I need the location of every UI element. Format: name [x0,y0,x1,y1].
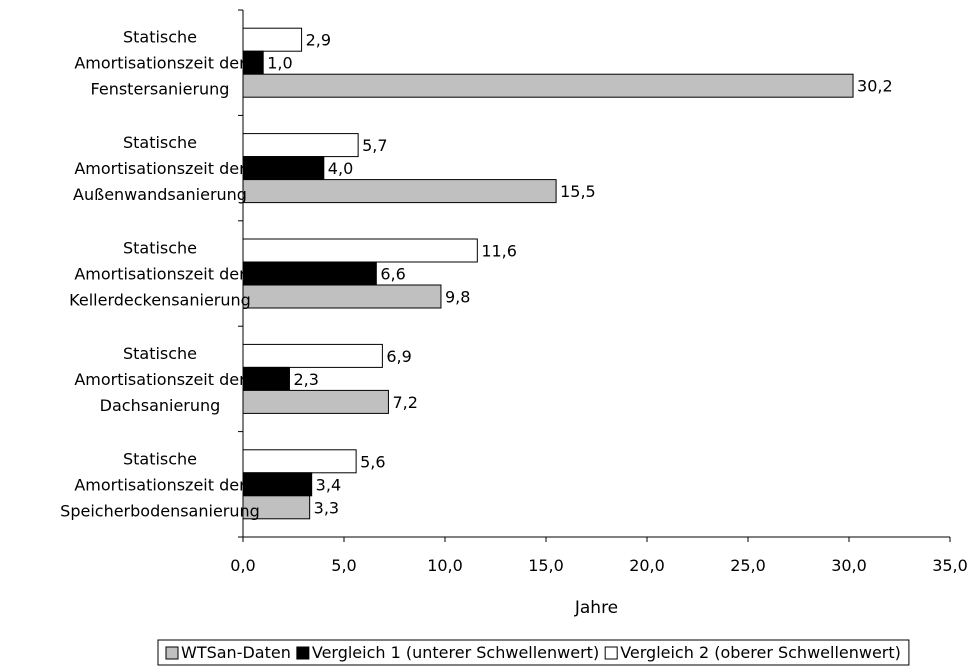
x-tick-label: 20,0 [629,556,665,575]
legend-entry: WTSan-Daten [181,643,291,662]
category-label: Statische [123,344,197,363]
data-label: 9,8 [445,288,470,307]
data-label: 3,3 [314,498,339,517]
bar [242,472,313,497]
bar [242,238,478,263]
bar [242,179,557,204]
legend-swatch [604,646,618,660]
legend-entry: Vergleich 1 (unterer Schwellenwert) [312,643,599,662]
legend-swatch [165,646,179,660]
bar [242,366,290,391]
data-label: 2,3 [293,370,318,389]
category-label: Amortisationszeit der [74,54,246,73]
data-label: 1,0 [267,54,292,73]
data-label: 11,6 [481,242,517,261]
bar [242,449,357,474]
x-tick-label: 5,0 [331,556,356,575]
bar [242,343,383,368]
legend-entry: Vergleich 2 (oberer Schwellenwert) [620,643,901,662]
bar [242,261,377,286]
category-label: Amortisationszeit der [74,475,246,494]
data-label: 5,6 [360,452,385,471]
data-label: 5,7 [362,136,387,155]
x-tick-label: 10,0 [427,556,463,575]
category-label: Statische [123,449,197,468]
x-axis-title: Jahre [574,598,618,618]
bar [242,73,854,98]
category-label: Statische [123,133,197,152]
category-label: Kellerdeckensanierung [69,291,251,310]
x-tick-label: 25,0 [730,556,766,575]
data-label: 3,4 [316,475,341,494]
category-label: Fenstersanierung [91,80,230,99]
bar [242,495,311,520]
bar [242,27,303,52]
category-label: Dachsanierung [100,396,221,415]
x-tick-label: 15,0 [528,556,564,575]
category-label: Außenwandsanierung [73,185,247,204]
data-label: 6,6 [380,265,405,284]
bar [242,50,264,75]
bar [242,156,325,181]
category-label: Statische [123,28,197,47]
data-label: 2,9 [306,31,331,50]
bar [242,133,359,158]
data-label: 6,9 [386,347,411,366]
category-label: Amortisationszeit der [74,159,246,178]
bar [242,284,442,309]
x-tick-label: 35,0 [932,556,968,575]
legend-frame [157,639,910,666]
category-label: Amortisationszeit der [74,370,246,389]
data-label: 7,2 [392,393,417,412]
category-label: Statische [123,239,197,258]
x-tick-label: 30,0 [831,556,867,575]
data-label: 15,5 [560,182,596,201]
data-label: 30,2 [857,77,893,96]
data-label: 4,0 [328,159,353,178]
category-label: Amortisationszeit der [74,265,246,284]
bar [242,389,389,414]
legend-swatch [296,646,310,660]
x-tick-label: 0,0 [230,556,255,575]
category-label: Speicherbodensanierung [60,501,260,520]
